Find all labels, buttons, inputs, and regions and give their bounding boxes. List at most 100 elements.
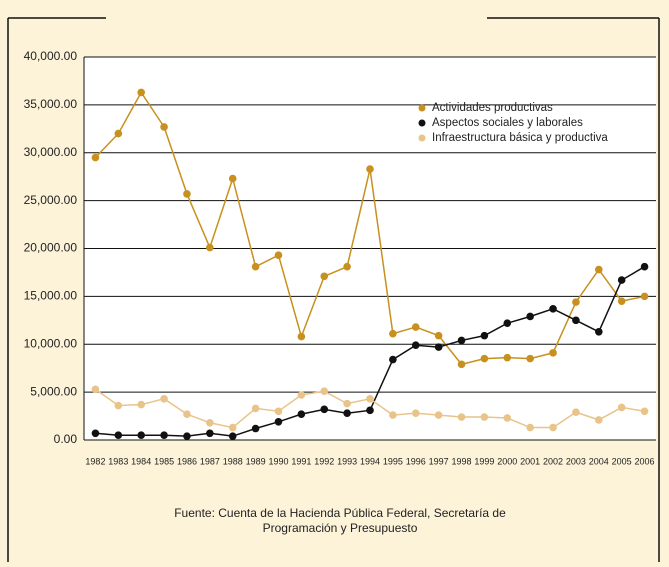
- x-tick-label: 2000: [497, 456, 517, 466]
- legend-label: Actividades productivas: [432, 102, 553, 114]
- data-point: [160, 395, 168, 403]
- data-point: [343, 262, 351, 271]
- data-point: [114, 129, 123, 138]
- data-point: [640, 407, 649, 416]
- data-point: [457, 336, 466, 345]
- y-tick-label: 10,000.00: [24, 336, 78, 350]
- data-point: [206, 429, 214, 438]
- data-point: [343, 399, 351, 408]
- x-tick-label: 1988: [223, 456, 243, 466]
- data-point: [526, 354, 534, 363]
- x-tick-label: 1991: [291, 456, 311, 466]
- legend-marker: [418, 134, 426, 142]
- data-point: [595, 328, 603, 336]
- data-point: [251, 404, 260, 413]
- x-tick-label: 1983: [108, 456, 128, 466]
- data-point: [274, 251, 283, 260]
- data-point: [320, 387, 329, 395]
- data-point: [434, 331, 443, 340]
- data-point: [251, 262, 260, 271]
- data-point: [549, 423, 557, 432]
- data-point: [595, 265, 603, 274]
- data-point: [91, 153, 100, 162]
- data-point: [549, 349, 557, 357]
- data-point: [251, 424, 260, 433]
- y-tick-label: 15,000.00: [24, 289, 78, 303]
- data-point: [411, 341, 420, 350]
- x-tick-label: 1990: [268, 456, 288, 466]
- data-point: [503, 319, 512, 327]
- data-point: [617, 276, 626, 284]
- x-tick-label: 1982: [85, 456, 105, 466]
- x-tick-label: 1993: [337, 456, 357, 466]
- data-point: [480, 413, 489, 421]
- data-point: [183, 410, 191, 418]
- data-point: [228, 174, 237, 183]
- legend-marker: [418, 104, 426, 112]
- data-point: [549, 305, 557, 313]
- data-point: [91, 429, 100, 438]
- x-tick-label: 1995: [383, 456, 403, 466]
- legend-label: Aspectos sociales y laborales: [432, 117, 583, 129]
- data-point: [183, 432, 191, 440]
- data-point: [457, 413, 466, 421]
- data-point: [274, 407, 283, 416]
- data-point: [503, 353, 512, 362]
- y-tick-label: 0.00: [54, 432, 78, 446]
- data-point: [320, 405, 329, 414]
- data-point: [297, 410, 306, 418]
- data-point: [160, 123, 168, 131]
- x-tick-label: 2001: [520, 456, 540, 466]
- data-point: [480, 331, 489, 340]
- data-point: [343, 409, 351, 417]
- data-point: [640, 292, 649, 301]
- y-tick-label: 35,000.00: [24, 97, 78, 111]
- data-point: [137, 431, 145, 440]
- data-point: [228, 423, 237, 432]
- data-point: [274, 418, 283, 426]
- y-tick-label: 5,000.00: [30, 384, 77, 398]
- data-point: [457, 360, 466, 369]
- data-point: [389, 329, 397, 338]
- data-point: [434, 411, 443, 419]
- x-tick-label: 1997: [429, 456, 449, 466]
- data-point: [114, 401, 123, 410]
- data-point: [526, 423, 534, 432]
- data-point: [411, 323, 420, 331]
- frame: [7, 17, 660, 562]
- data-point: [389, 355, 397, 364]
- x-tick-label: 1989: [246, 456, 266, 466]
- data-point: [183, 190, 191, 198]
- data-point: [572, 298, 580, 306]
- x-tick-label: 2004: [589, 456, 609, 466]
- data-point: [617, 403, 626, 412]
- x-tick-label: 1985: [154, 456, 174, 466]
- x-tick-label: 1984: [131, 456, 151, 466]
- x-tick-label: 1986: [177, 456, 197, 466]
- data-point: [526, 312, 534, 321]
- x-tick-label: 1998: [452, 456, 472, 466]
- data-point: [206, 243, 214, 252]
- data-point: [572, 408, 580, 417]
- data-point: [160, 431, 168, 440]
- data-point: [137, 400, 145, 409]
- data-point: [366, 406, 374, 415]
- data-point: [137, 88, 145, 97]
- source-line: Fuente: Cuenta de la Hacienda Pública Fe…: [174, 506, 506, 520]
- y-tick-label: 40,000.00: [24, 49, 78, 63]
- data-point: [389, 411, 397, 419]
- data-point: [297, 391, 306, 399]
- y-tick-label: 25,000.00: [24, 193, 78, 207]
- data-point: [640, 262, 649, 271]
- data-point: [297, 332, 306, 341]
- data-point: [91, 385, 100, 394]
- x-tick-label: 1996: [406, 456, 426, 466]
- data-point: [366, 165, 374, 173]
- data-point: [320, 272, 329, 281]
- data-point: [114, 431, 123, 440]
- data-point: [411, 409, 420, 417]
- data-point: [366, 395, 374, 403]
- data-point: [228, 432, 237, 440]
- legend-label: Infraestructura básica y productiva: [432, 132, 608, 144]
